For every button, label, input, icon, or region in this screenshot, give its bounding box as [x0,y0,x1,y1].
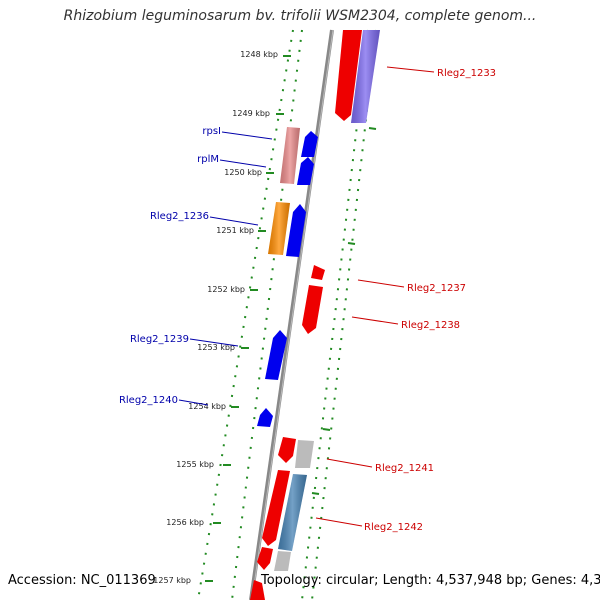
gene-rplm[interactable] [297,157,314,185]
kbp-tick-marks [205,55,377,582]
gene-rleg2-1237[interactable] [311,265,325,280]
kbp-label: 1256 kbp [166,518,204,527]
kbp-label: 1253 kbp [197,343,235,352]
map-title: Rhizobium leguminosarum bv. trifolii WSM… [63,8,537,24]
gene-rleg2-1239[interactable] [265,330,287,380]
gene-label-rplm[interactable]: rplM [197,154,219,165]
kbp-label: 1248 kbp [240,50,278,59]
gene-rleg2-1233-a[interactable] [335,30,362,121]
gene-shade [280,127,300,184]
gene-shade [268,202,290,255]
gene-rleg2-1241-b[interactable] [295,440,314,468]
kbp-label: 1249 kbp [232,109,270,118]
gene-label-rleg2-1240[interactable]: Rleg2_1240 [119,395,178,406]
gene-rleg2-1238[interactable] [302,285,323,334]
backbone-highlight [251,29,334,601]
gene-rleg2-1236-b[interactable] [286,204,306,257]
kbp-label: 1257 kbp [153,576,191,585]
genome-stats-text: Topology: circular; Length: 4,537,948 bp… [261,573,600,588]
label-connectors [178,66,435,527]
backbone [249,29,334,601]
gene-label-rleg2-1233[interactable]: Rleg2_1233 [437,68,496,79]
kbp-label: 1255 kbp [176,460,214,469]
gene-label-rleg2-1236[interactable]: Rleg2_1236 [150,211,209,222]
kbp-labels: 1248 kbp 1249 kbp 1250 kbp 1251 kbp 1252… [153,50,278,585]
gene-reverse[interactable] [250,580,265,600]
kbp-label: 1251 kbp [216,226,254,235]
gene-rleg2-1241-a[interactable] [278,437,296,463]
gene-rleg2-1240[interactable] [257,408,273,427]
kbp-label: 1250 kbp [224,168,262,177]
accession-text: Accession: NC_011369 [8,573,156,588]
gene-labels: rpsI rplM Rleg2_1236 Rleg2_1239 Rleg2_12… [119,68,496,533]
gene-shade [278,474,307,551]
gene-label-rleg2-1238[interactable]: Rleg2_1238 [401,320,460,331]
gene-label-rleg2-1242[interactable]: Rleg2_1242 [364,522,423,533]
gene-label-rleg2-1237[interactable]: Rleg2_1237 [407,283,466,294]
kbp-label: 1252 kbp [207,285,245,294]
gene-reverse[interactable] [257,547,273,570]
gene-reverse[interactable] [274,551,291,571]
gene-label-rleg2-1239[interactable]: Rleg2_1239 [130,334,189,345]
gene-rleg2-1242-a[interactable] [262,470,290,546]
outer-left-track [197,29,294,601]
gene-rpsi-b[interactable] [301,131,318,157]
gene-label-rpsi[interactable]: rpsI [202,126,221,137]
kbp-label: 1254 kbp [188,402,226,411]
gene-label-rleg2-1241[interactable]: Rleg2_1241 [375,463,434,474]
gene-shade [351,30,380,123]
gene-features [250,30,380,600]
